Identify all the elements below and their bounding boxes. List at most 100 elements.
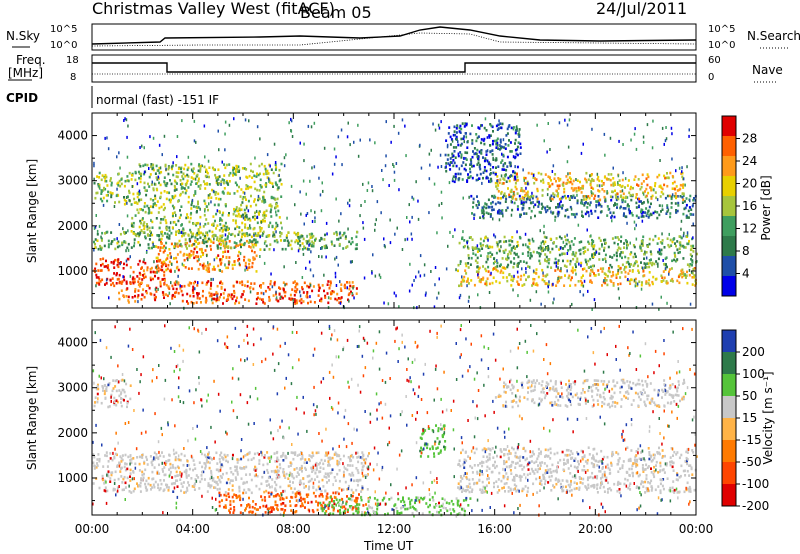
heatmap-cell <box>535 290 538 294</box>
heatmap-cell <box>572 252 575 256</box>
heatmap-cell <box>480 138 483 141</box>
heatmap-cell <box>479 216 482 219</box>
heatmap-cell <box>555 261 558 265</box>
heatmap-cell <box>489 255 492 258</box>
heatmap-cell <box>347 227 349 231</box>
heatmap-cell <box>171 204 174 208</box>
heatmap-cell <box>245 491 248 494</box>
heatmap-cell <box>233 166 235 170</box>
heatmap-cell <box>222 211 225 215</box>
heatmap-cell <box>629 252 632 256</box>
heatmap-cell <box>263 198 266 202</box>
heatmap-cell <box>356 243 358 247</box>
heatmap-cell <box>679 187 682 191</box>
heatmap-cell <box>569 278 572 282</box>
heatmap-cell <box>506 155 509 159</box>
heatmap-cell <box>501 152 503 156</box>
heatmap-cell <box>104 486 107 489</box>
heatmap-cell <box>499 212 502 215</box>
heatmap-cell <box>517 264 519 268</box>
heatmap-cell <box>591 253 594 256</box>
heatmap-cell <box>179 179 182 182</box>
heatmap-cell <box>217 245 219 249</box>
heatmap-cell <box>535 178 538 181</box>
heatmap-cell <box>471 176 474 180</box>
heatmap-cell <box>313 165 316 169</box>
heatmap-cell <box>415 275 417 279</box>
heatmap-cell <box>557 210 560 214</box>
heatmap-cell <box>252 287 255 291</box>
heatmap-cell <box>553 195 556 199</box>
heatmap-cell <box>103 244 106 248</box>
heatmap-cell <box>290 184 293 188</box>
heatmap-cell <box>279 231 282 234</box>
heatmap-cell <box>250 235 253 239</box>
heatmap-cell <box>562 247 565 250</box>
heatmap-cell <box>109 191 112 194</box>
heatmap-cell <box>140 478 142 482</box>
heatmap-cell <box>203 199 206 203</box>
heatmap-cell <box>240 295 243 299</box>
heatmap-cell <box>644 263 647 267</box>
heatmap-cell <box>211 188 214 192</box>
heatmap-cell <box>198 487 201 490</box>
heatmap-cell <box>508 139 510 142</box>
heatmap-cell <box>658 213 661 217</box>
heatmap-cell <box>677 201 680 205</box>
heatmap-cell <box>522 243 525 247</box>
heatmap-cell <box>98 176 101 179</box>
heatmap-cell <box>419 274 422 278</box>
heatmap-cell <box>566 259 569 263</box>
heatmap-cell <box>272 234 274 238</box>
heatmap-cell <box>359 138 361 142</box>
heatmap-cell <box>225 266 228 270</box>
heatmap-cell <box>115 194 118 198</box>
heatmap-cell <box>691 237 693 241</box>
heatmap-cell <box>154 197 157 200</box>
heatmap-cell <box>291 135 294 138</box>
heatmap-cell <box>186 292 189 296</box>
heatmap-cell <box>152 136 155 140</box>
heatmap-cell <box>206 239 209 243</box>
heatmap-cell <box>539 229 541 233</box>
heatmap-cell <box>231 297 234 301</box>
heatmap-cell <box>574 254 577 258</box>
heatmap-cell <box>616 195 619 199</box>
heatmap-cell <box>460 164 463 168</box>
heatmap-cell <box>167 459 170 462</box>
heatmap-cell <box>334 275 337 279</box>
heatmap-cell <box>203 165 206 169</box>
heatmap-cell <box>529 298 532 302</box>
heatmap-cell <box>116 245 119 249</box>
heatmap-cell <box>585 178 588 182</box>
heatmap-cell <box>453 125 456 129</box>
heatmap-cell <box>333 244 336 247</box>
heatmap-cell <box>676 209 679 213</box>
heatmap-cell <box>513 171 516 175</box>
heatmap-cell <box>196 231 199 235</box>
heatmap-cell <box>289 298 292 301</box>
heatmap-cell <box>218 500 221 504</box>
heatmap-cell <box>174 194 177 198</box>
heatmap-cell <box>169 466 172 470</box>
heatmap-cell <box>491 194 494 198</box>
heatmap-cell <box>202 289 204 293</box>
heatmap-cell <box>212 265 215 269</box>
heatmap-cell <box>224 233 227 237</box>
heatmap-cell <box>627 208 630 211</box>
heatmap-cell <box>248 266 251 269</box>
heatmap-cell <box>336 292 339 296</box>
heatmap-cell <box>627 179 630 182</box>
heatmap-cell <box>216 294 218 298</box>
heatmap-cell <box>305 468 307 471</box>
heatmap-cell <box>274 503 277 507</box>
heatmap-cell <box>302 179 305 183</box>
heatmap-cell <box>137 263 140 266</box>
heatmap-cell <box>327 456 330 460</box>
heatmap-cell <box>518 128 521 131</box>
heatmap-cell <box>326 246 328 249</box>
heatmap-cell <box>100 192 103 195</box>
heatmap-cell <box>611 237 614 240</box>
heatmap-cell <box>107 245 110 249</box>
heatmap-cell <box>339 301 342 305</box>
